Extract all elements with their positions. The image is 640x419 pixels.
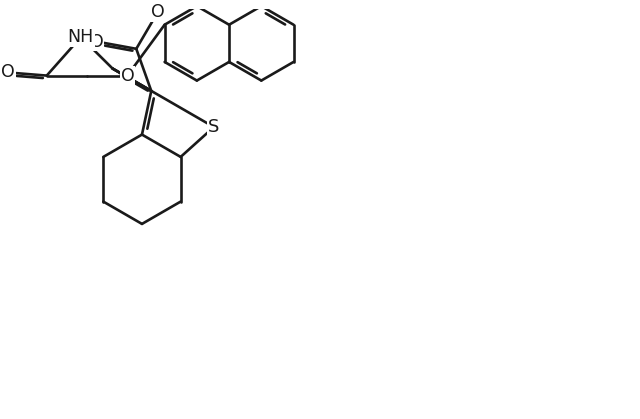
Text: S: S [208,118,220,136]
Text: O: O [151,3,164,21]
Text: O: O [1,64,15,81]
Text: O: O [90,33,104,51]
Text: NH: NH [68,28,94,46]
Text: O: O [120,67,134,85]
